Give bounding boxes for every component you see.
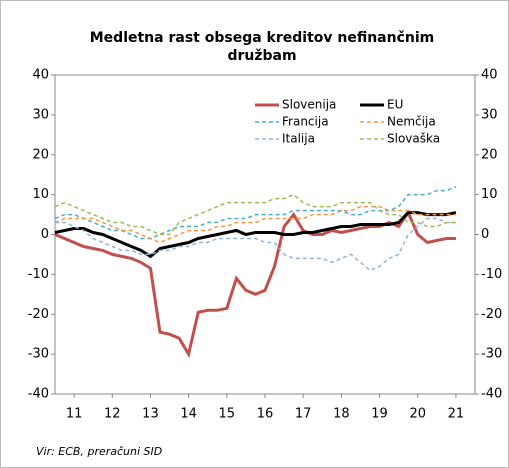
y2-tick-label: 20 [481,147,498,162]
series-line [54,193,456,236]
legend-label: Italija [282,132,315,146]
y-tick-label: -20 [28,307,49,322]
y2-tick-label: -40 [481,387,502,402]
y2-tick-label: 30 [481,107,498,122]
y2-tick-label: -30 [481,347,502,362]
legend-label: Nemčija [387,115,436,129]
x-tick-label: 16 [257,407,274,422]
y2-tick-label: 10 [481,187,498,202]
x-tick-label: 21 [448,407,465,422]
legend-label: Slovenija [282,98,336,112]
x-tick-label: 15 [219,407,236,422]
y2-tick-label: -20 [481,307,502,322]
legend-label: Slovaška [387,132,440,146]
series-line [55,217,456,272]
source: Vir: ECB, preračuni SID [36,445,162,458]
y-tick-label: -10 [28,267,49,282]
y-tick-label: 0 [41,227,49,242]
chart-title: družbam [227,48,296,64]
series-line [54,209,456,359]
y-tick-label: 40 [32,68,49,83]
x-tick-label: 13 [142,407,159,422]
y-tick-label: -30 [28,347,49,362]
y2-tick-label: 0 [481,227,489,242]
y-tick-label: 10 [32,187,49,202]
x-tick-label: 20 [409,407,426,422]
x-tick-label: 19 [371,407,388,422]
legend-label: Francija [282,115,329,129]
y-tick-label: 20 [32,147,49,162]
x-tick-label: 17 [295,407,312,422]
series-line [54,211,457,259]
x-tick-label: 14 [180,407,197,422]
y2-tick-label: 40 [481,68,498,83]
y-tick-label: -40 [28,387,49,402]
chart-title: Medletna rast obsega kreditov nefinančni… [90,30,435,46]
x-tick-label: 12 [104,407,121,422]
y2-tick-label: -10 [481,267,502,282]
series-line [54,205,456,244]
y-tick-label: 30 [32,107,49,122]
legend-label: EU [387,98,403,112]
x-tick-label: 18 [333,407,350,422]
x-tick-label: 11 [66,407,83,422]
